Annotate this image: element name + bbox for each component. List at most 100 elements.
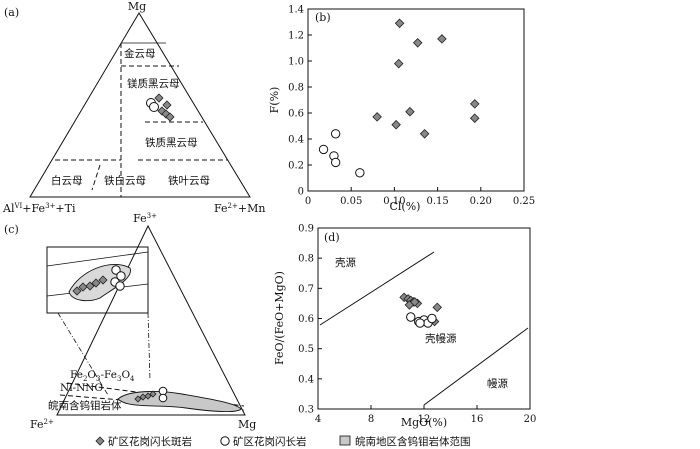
- apex-fe-label: Fe2++Mn: [214, 202, 265, 215]
- data-point-diamond: [469, 113, 480, 123]
- data-point-diamond: [162, 100, 172, 110]
- y-tick-label: 0.6: [288, 109, 304, 120]
- y-axis-label: F(%): [268, 87, 281, 114]
- x-tick-label: 8: [368, 414, 374, 425]
- data-point-diamond: [72, 286, 82, 296]
- field-label-mantle: 幔源: [487, 377, 508, 390]
- data-point-circle: [427, 313, 437, 324]
- data-point-diamond: [149, 390, 157, 398]
- data-point-circle: [158, 393, 168, 403]
- data-point-diamond: [469, 99, 480, 109]
- apex-mg-label: Mg: [238, 418, 256, 431]
- data-point-circle: [158, 386, 168, 396]
- legend-item: 皖南地区含钨钼岩体范围: [355, 435, 471, 448]
- y-tick-label: 0: [298, 187, 304, 198]
- y-tick-label: 0.3: [298, 405, 314, 416]
- triangle-a-points: [146, 93, 175, 122]
- y-tick-label: 1.4: [288, 5, 304, 16]
- data-point-circle: [111, 265, 121, 275]
- field-label: 金云母: [124, 47, 156, 60]
- zoom-leader-line: [57, 312, 109, 396]
- field-label: 白云母: [51, 174, 83, 187]
- panel-a-label: (a): [4, 6, 19, 19]
- data-point-diamond: [85, 281, 95, 291]
- inset-points: [72, 265, 126, 296]
- panel-b-label: (b): [315, 11, 331, 24]
- data-point-circle: [330, 157, 341, 168]
- data-point-diamond: [144, 392, 152, 400]
- panel-b: (b) Cl(%) F(%) 0 0.05 0.10 0.15 0.20 0.25 0 0.…: [268, 5, 535, 214]
- x-tick-label: 0.05: [340, 196, 362, 207]
- data-point-diamond: [412, 38, 423, 48]
- y-tick-label: 0.7: [298, 284, 314, 295]
- inset-buffer-line: [46, 251, 149, 267]
- zoom-leader-line: [147, 312, 151, 381]
- y-tick-label: 0.2: [288, 161, 304, 172]
- data-point-diamond: [391, 119, 401, 130]
- x-tick-label: 12: [418, 414, 431, 425]
- data-point-diamond: [91, 278, 101, 288]
- data-point-circle: [116, 271, 126, 281]
- data-point-diamond: [98, 275, 108, 285]
- data-point-diamond: [78, 282, 88, 292]
- field-label: 镁质黑云母: [127, 77, 180, 90]
- x-tick-label: 0.20: [470, 196, 492, 207]
- x-tick-label: 0: [305, 196, 311, 207]
- legend-item: 矿区花岗闪长斑岩: [108, 435, 192, 448]
- field-label: 铁叶云母: [168, 174, 210, 187]
- y-axis-label: FeO/(FeO+MgO): [273, 271, 286, 365]
- apex-fe2-label: Fe2+: [30, 418, 54, 431]
- tungsten-molybdenum-field: [117, 391, 242, 413]
- triangle-c-points: [134, 386, 168, 403]
- field-label: 铁白云母: [104, 174, 146, 187]
- legend-item: 矿区花岗闪长岩: [233, 435, 307, 448]
- data-point-diamond: [409, 297, 420, 307]
- field-label-crust-mantle: 壳幔源: [425, 332, 457, 345]
- legend-field-icon: [339, 435, 351, 446]
- buffer-label-nno: Ni-NNO: [60, 382, 103, 394]
- boundary-line-crust: [319, 251, 435, 326]
- field-label: 铁质黑云母: [145, 136, 198, 149]
- data-point-diamond: [165, 112, 175, 122]
- data-point-circle: [115, 281, 125, 291]
- mica-triangle: [29, 12, 251, 198]
- plot-frame: [307, 8, 525, 192]
- x-axis-label: MgO(%): [401, 416, 447, 429]
- inset-frame: [46, 246, 149, 314]
- y-tick-label: 0.4: [298, 374, 314, 385]
- data-point-circle: [415, 318, 425, 328]
- x-tick-label: 20: [524, 414, 537, 425]
- data-point-diamond: [393, 58, 404, 69]
- legend: 矿区花岗闪长斑岩 矿区花岗闪长岩 皖南地区含钨钼岩体范围: [95, 435, 471, 448]
- apex-mg-label: Mg: [128, 0, 146, 13]
- legend-diamond-icon: [95, 436, 105, 446]
- data-point-circle: [330, 129, 341, 139]
- data-point-diamond: [432, 302, 443, 313]
- buffer-label-hematite-magnetite: Fe2O3-Fe3O4: [70, 369, 135, 383]
- data-point-diamond: [437, 34, 447, 44]
- data-point-diamond: [394, 18, 405, 29]
- panel-c-label: (c): [4, 223, 19, 236]
- field-label: 皖南含钨钼岩体: [48, 399, 122, 412]
- boundary-line-mantle: [423, 327, 529, 406]
- panel-a: (a) Mg AlVI+Fe3++Ti Fe2++Mn 金云母 镁质黑云母 铁质…: [2, 0, 265, 215]
- panel-d-label: (d): [324, 231, 340, 244]
- legend-circle-icon: [220, 436, 230, 446]
- y-tick-label: 0.9: [298, 224, 314, 235]
- y-tick-label: 0.8: [288, 83, 304, 94]
- x-tick-label: 16: [471, 414, 484, 425]
- data-point-circle: [149, 102, 159, 112]
- x-tick-label: 0.10: [383, 196, 405, 207]
- data-point-diamond: [154, 93, 164, 103]
- y-tick-label: 0.8: [298, 254, 314, 265]
- data-point-circle: [406, 312, 416, 322]
- data-point-diamond: [134, 395, 142, 403]
- y-tick-label: 0.6: [298, 314, 314, 325]
- field-label-crust: 壳源: [335, 256, 356, 269]
- apex-al-label: AlVI+Fe3++Ti: [2, 202, 76, 215]
- x-tick-label: 0.25: [513, 196, 535, 207]
- data-point-circle: [318, 144, 329, 155]
- boundary-line: [91, 164, 101, 191]
- panel-d: (d) MgO(%) FeO/(FeO+MgO) 4 8 12 16 20 0.3 0.4…: [273, 224, 536, 430]
